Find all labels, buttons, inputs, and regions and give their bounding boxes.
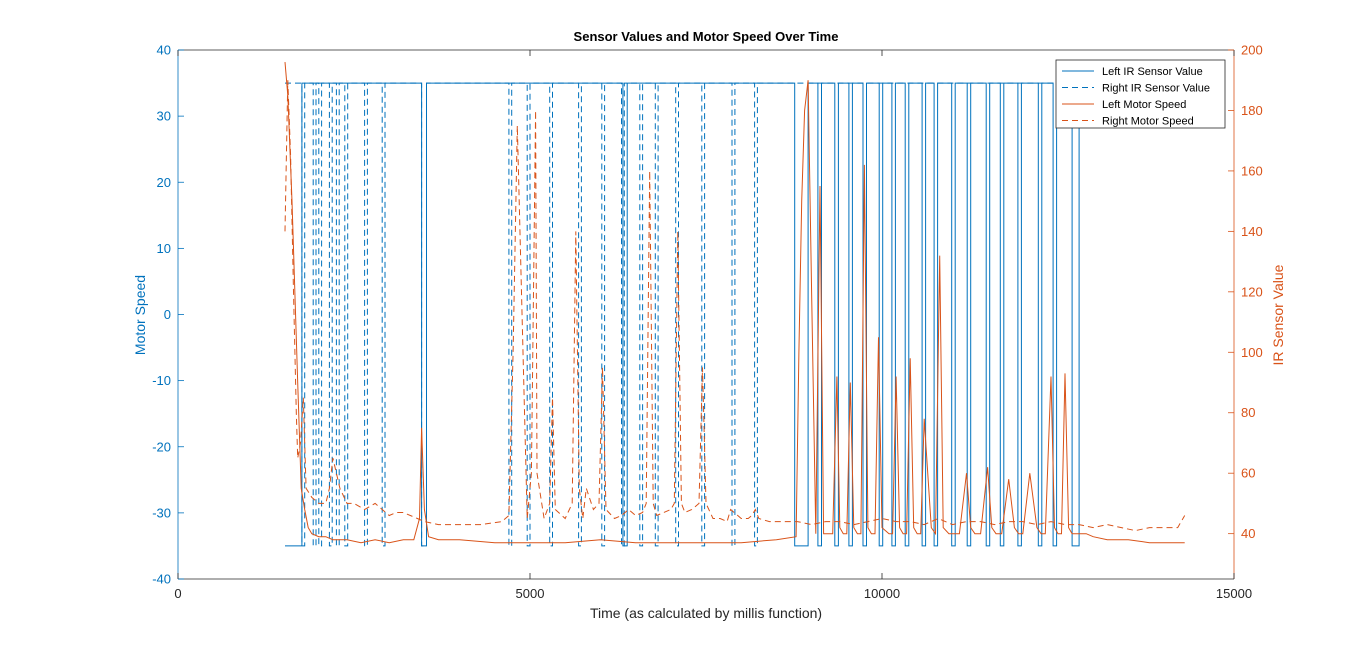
y-left-tick-label: -10 <box>152 373 171 388</box>
legend-label: Left Motor Speed <box>1102 99 1186 111</box>
y-left-tick-label: -20 <box>152 439 171 454</box>
y-axis-left-label: Motor Speed <box>132 275 148 355</box>
legend: Left IR Sensor Value Right IR Sensor Valu… <box>1055 59 1226 129</box>
x-axis-label: Time (as calculated by millis function) <box>590 605 822 621</box>
series-line-1 <box>285 82 1083 547</box>
x-tick-label: 5000 <box>516 586 545 601</box>
y-right-tick-label: 80 <box>1241 405 1255 420</box>
axes: 0 5000 10000 15000 -40 -30 -20 -10 0 10 20 30 40 40 60… <box>152 43 1263 602</box>
y-right-tick-label: 100 <box>1241 345 1263 360</box>
legend-label: Right IR Sensor Value <box>1102 83 1210 95</box>
y-left-tick-label: -30 <box>152 505 171 520</box>
series-line-2 <box>285 82 1083 547</box>
series-line-4 <box>284 80 1186 532</box>
legend-label: Right Motor Speed <box>1102 116 1194 128</box>
series-line-3 <box>284 62 1185 544</box>
y-right-tick-label: 120 <box>1241 284 1263 299</box>
y-right-tick-label: 40 <box>1241 526 1255 541</box>
y-left-tick-label: 20 <box>157 175 171 190</box>
y-left-tick-label: 30 <box>157 109 171 124</box>
x-tick-label: 0 <box>174 586 181 601</box>
chart-title: Sensor Values and Motor Speed Over Time <box>574 29 839 44</box>
y-right-tick-label: 180 <box>1241 103 1263 118</box>
y-right-tick-label: 160 <box>1241 163 1263 178</box>
y-axis-right-label: IR Sensor Value <box>1270 264 1286 365</box>
y-left-tick-label: 10 <box>157 241 171 256</box>
x-tick-label: 10000 <box>864 586 900 601</box>
plot-area <box>284 62 1186 547</box>
y-right-tick-label: 200 <box>1241 43 1263 58</box>
y-left-tick-label: -40 <box>152 572 171 587</box>
y-left-tick-label: 0 <box>164 307 171 322</box>
y-left-tick-label: 40 <box>157 43 171 58</box>
x-tick-label: 15000 <box>1216 586 1252 601</box>
y-right-tick-label: 60 <box>1241 466 1255 481</box>
y-right-tick-label: 140 <box>1241 224 1263 239</box>
legend-label: Left IR Sensor Value <box>1102 66 1203 78</box>
